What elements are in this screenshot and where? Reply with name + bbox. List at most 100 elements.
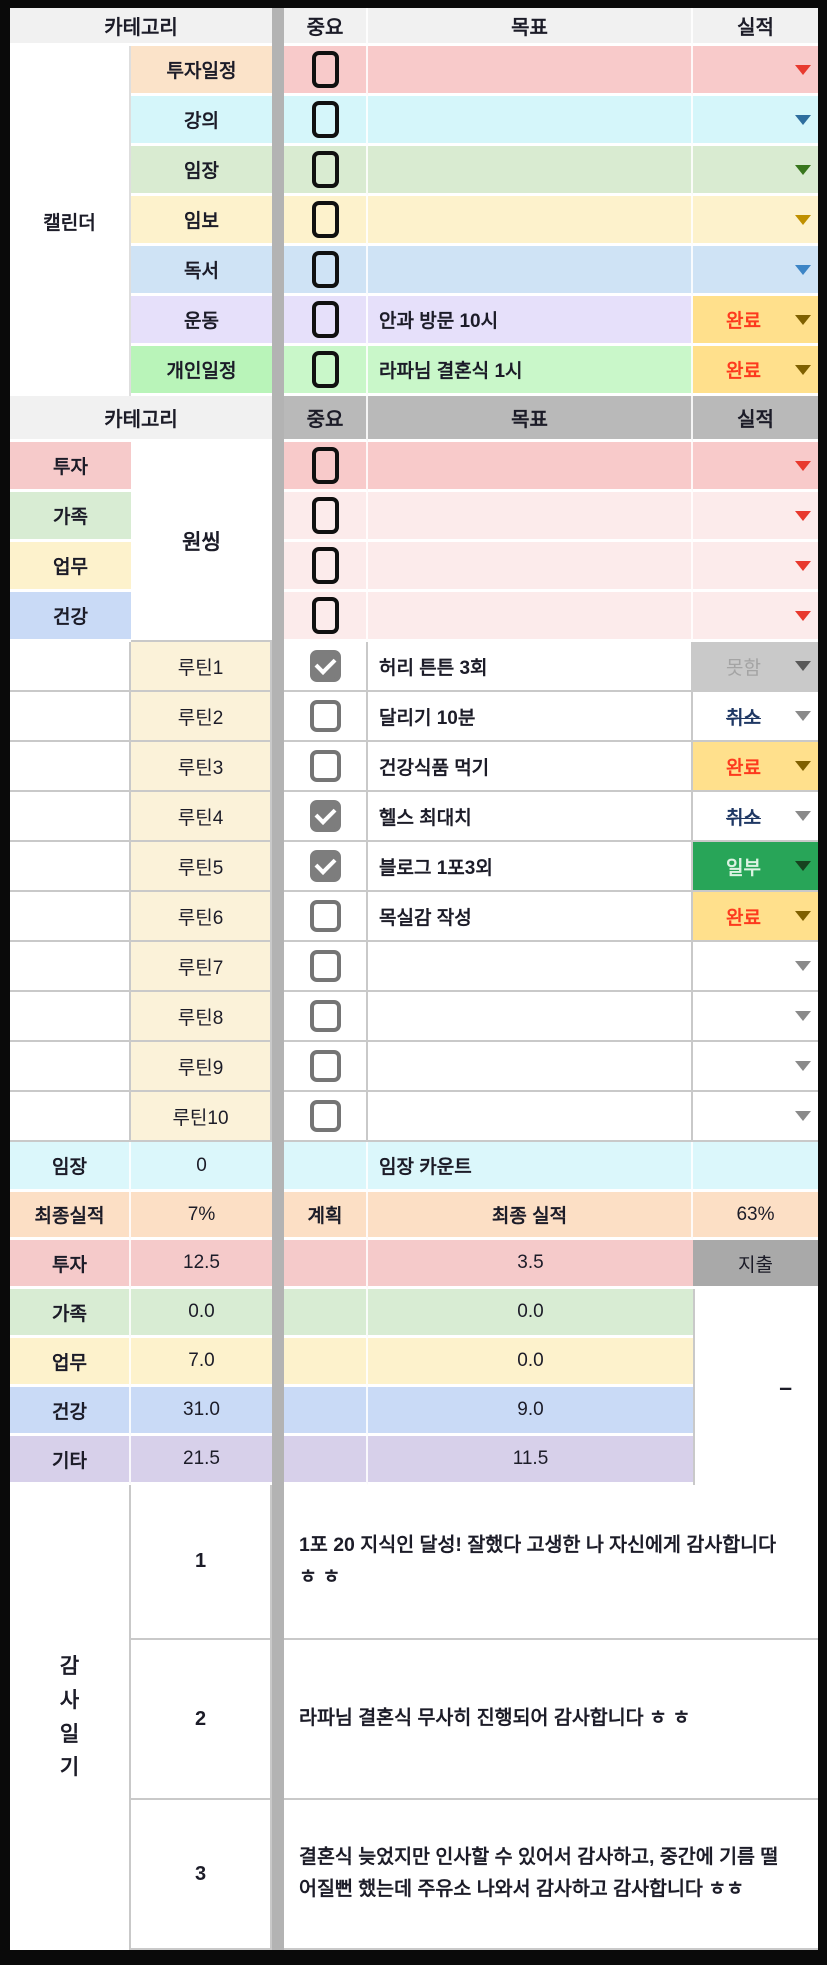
imjang-count[interactable]: 0 xyxy=(131,1142,272,1192)
dropdown-arrow-icon[interactable] xyxy=(795,364,811,375)
goal-cell[interactable] xyxy=(368,542,693,592)
status-dropdown[interactable] xyxy=(693,992,818,1042)
stats-planned-value[interactable]: 0.0 xyxy=(131,1289,272,1338)
goal-cell[interactable] xyxy=(368,942,693,992)
status-dropdown[interactable]: 취소 xyxy=(693,692,818,742)
dropdown-arrow-icon[interactable] xyxy=(795,661,811,671)
goal-cell[interactable] xyxy=(368,196,693,246)
status-dropdown[interactable] xyxy=(693,96,818,146)
checkbox-unchecked-icon[interactable] xyxy=(311,597,339,634)
dropdown-arrow-icon[interactable] xyxy=(795,961,811,971)
imjang-goal-cell[interactable]: 임장 카운트 xyxy=(368,1142,693,1192)
checkbox-unchecked-icon[interactable] xyxy=(311,51,339,88)
goal-cell[interactable] xyxy=(368,592,693,642)
status-dropdown[interactable] xyxy=(693,592,818,642)
goal-cell[interactable]: 헬스 최대치 xyxy=(368,792,693,842)
dropdown-arrow-icon[interactable] xyxy=(795,510,811,521)
checkbox-unchecked-icon[interactable] xyxy=(311,201,339,238)
checkbox-unchecked-icon[interactable] xyxy=(309,1100,341,1132)
important-checkbox-cell[interactable] xyxy=(284,542,368,592)
important-checkbox-cell[interactable] xyxy=(284,742,368,792)
goal-cell[interactable] xyxy=(368,246,693,296)
stats-planned-value[interactable]: 31.0 xyxy=(131,1387,272,1436)
status-dropdown[interactable] xyxy=(693,1092,818,1142)
status-dropdown[interactable] xyxy=(693,196,818,246)
dropdown-arrow-icon[interactable] xyxy=(795,164,811,175)
status-dropdown[interactable]: 취소 xyxy=(693,792,818,842)
stats-actual-value[interactable]: 9.0 xyxy=(368,1387,693,1436)
checkbox-unchecked-icon[interactable] xyxy=(311,151,339,188)
important-checkbox-cell[interactable] xyxy=(284,96,368,146)
stats-actual-value[interactable]: 3.5 xyxy=(368,1240,693,1289)
important-checkbox-cell[interactable] xyxy=(284,296,368,346)
important-checkbox-cell[interactable] xyxy=(284,1042,368,1092)
stats-planned-value[interactable]: 7.0 xyxy=(131,1338,272,1387)
dropdown-arrow-icon[interactable] xyxy=(795,560,811,571)
dropdown-arrow-icon[interactable] xyxy=(795,1111,811,1121)
checkbox-unchecked-icon[interactable] xyxy=(311,547,339,584)
dropdown-arrow-icon[interactable] xyxy=(795,610,811,621)
goal-cell[interactable]: 목실감 작성 xyxy=(368,892,693,942)
checkbox-unchecked-icon[interactable] xyxy=(311,447,339,484)
gratitude-entry-text[interactable]: 1포 20 지식인 달성! 잘했다 고생한 나 자신에게 감사합니다 ㅎ ㅎ xyxy=(284,1485,818,1640)
important-checkbox-cell[interactable] xyxy=(284,792,368,842)
checkbox-checked-icon[interactable] xyxy=(309,650,341,682)
stats-actual-value[interactable]: 0.0 xyxy=(368,1338,693,1387)
dropdown-arrow-icon[interactable] xyxy=(795,711,811,721)
stats-actual-value[interactable]: 11.5 xyxy=(368,1436,693,1485)
dropdown-arrow-icon[interactable] xyxy=(795,460,811,471)
dropdown-arrow-icon[interactable] xyxy=(795,861,811,871)
status-dropdown[interactable]: 못함 xyxy=(693,642,818,692)
dropdown-arrow-icon[interactable] xyxy=(795,314,811,325)
dropdown-arrow-icon[interactable] xyxy=(795,811,811,821)
goal-cell[interactable] xyxy=(368,46,693,96)
dropdown-arrow-icon[interactable] xyxy=(795,761,811,771)
goal-cell[interactable] xyxy=(368,442,693,492)
checkbox-unchecked-icon[interactable] xyxy=(311,101,339,138)
checkbox-unchecked-icon[interactable] xyxy=(309,1000,341,1032)
important-checkbox-cell[interactable] xyxy=(284,196,368,246)
status-dropdown[interactable] xyxy=(693,146,818,196)
checkbox-unchecked-icon[interactable] xyxy=(311,497,339,534)
goal-cell[interactable] xyxy=(368,992,693,1042)
status-dropdown[interactable] xyxy=(693,542,818,592)
important-checkbox-cell[interactable] xyxy=(284,842,368,892)
status-dropdown[interactable]: 일부 xyxy=(693,842,818,892)
important-checkbox-cell[interactable] xyxy=(284,246,368,296)
important-checkbox-cell[interactable] xyxy=(284,992,368,1042)
dropdown-arrow-icon[interactable] xyxy=(795,1061,811,1071)
important-checkbox-cell[interactable] xyxy=(284,146,368,196)
dropdown-arrow-icon[interactable] xyxy=(795,114,811,125)
goal-cell[interactable]: 안과 방문 10시 xyxy=(368,296,693,346)
dropdown-arrow-icon[interactable] xyxy=(795,911,811,921)
goal-cell[interactable] xyxy=(368,1042,693,1092)
status-dropdown[interactable]: 완료 xyxy=(693,296,818,346)
status-dropdown[interactable] xyxy=(693,246,818,296)
status-dropdown[interactable] xyxy=(693,492,818,542)
important-checkbox-cell[interactable] xyxy=(284,442,368,492)
checkbox-unchecked-icon[interactable] xyxy=(311,351,339,388)
goal-cell[interactable]: 건강식품 먹기 xyxy=(368,742,693,792)
checkbox-unchecked-icon[interactable] xyxy=(311,251,339,288)
checkbox-unchecked-icon[interactable] xyxy=(309,950,341,982)
status-dropdown[interactable]: 완료 xyxy=(693,346,818,396)
important-checkbox-cell[interactable] xyxy=(284,692,368,742)
checkbox-unchecked-icon[interactable] xyxy=(309,1050,341,1082)
stats-planned-value[interactable]: 12.5 xyxy=(131,1240,272,1289)
goal-cell[interactable]: 라파님 결혼식 1시 xyxy=(368,346,693,396)
goal-cell[interactable] xyxy=(368,1092,693,1142)
gratitude-entry-text[interactable]: 결혼식 늦었지만 인사할 수 있어서 감사하고, 중간에 기름 떨어질뻔 했는데… xyxy=(284,1800,818,1950)
checkbox-unchecked-icon[interactable] xyxy=(309,750,341,782)
checkbox-unchecked-icon[interactable] xyxy=(309,900,341,932)
checkbox-unchecked-icon[interactable] xyxy=(311,301,339,338)
stats-actual-value[interactable]: 0.0 xyxy=(368,1289,693,1338)
important-checkbox-cell[interactable] xyxy=(284,942,368,992)
status-dropdown[interactable] xyxy=(693,46,818,96)
dropdown-arrow-icon[interactable] xyxy=(795,214,811,225)
goal-cell[interactable]: 허리 튼튼 3회 xyxy=(368,642,693,692)
important-checkbox-cell[interactable] xyxy=(284,346,368,396)
stats-planned-value[interactable]: 21.5 xyxy=(131,1436,272,1485)
status-dropdown[interactable] xyxy=(693,442,818,492)
goal-cell[interactable] xyxy=(368,492,693,542)
checkbox-checked-icon[interactable] xyxy=(309,850,341,882)
